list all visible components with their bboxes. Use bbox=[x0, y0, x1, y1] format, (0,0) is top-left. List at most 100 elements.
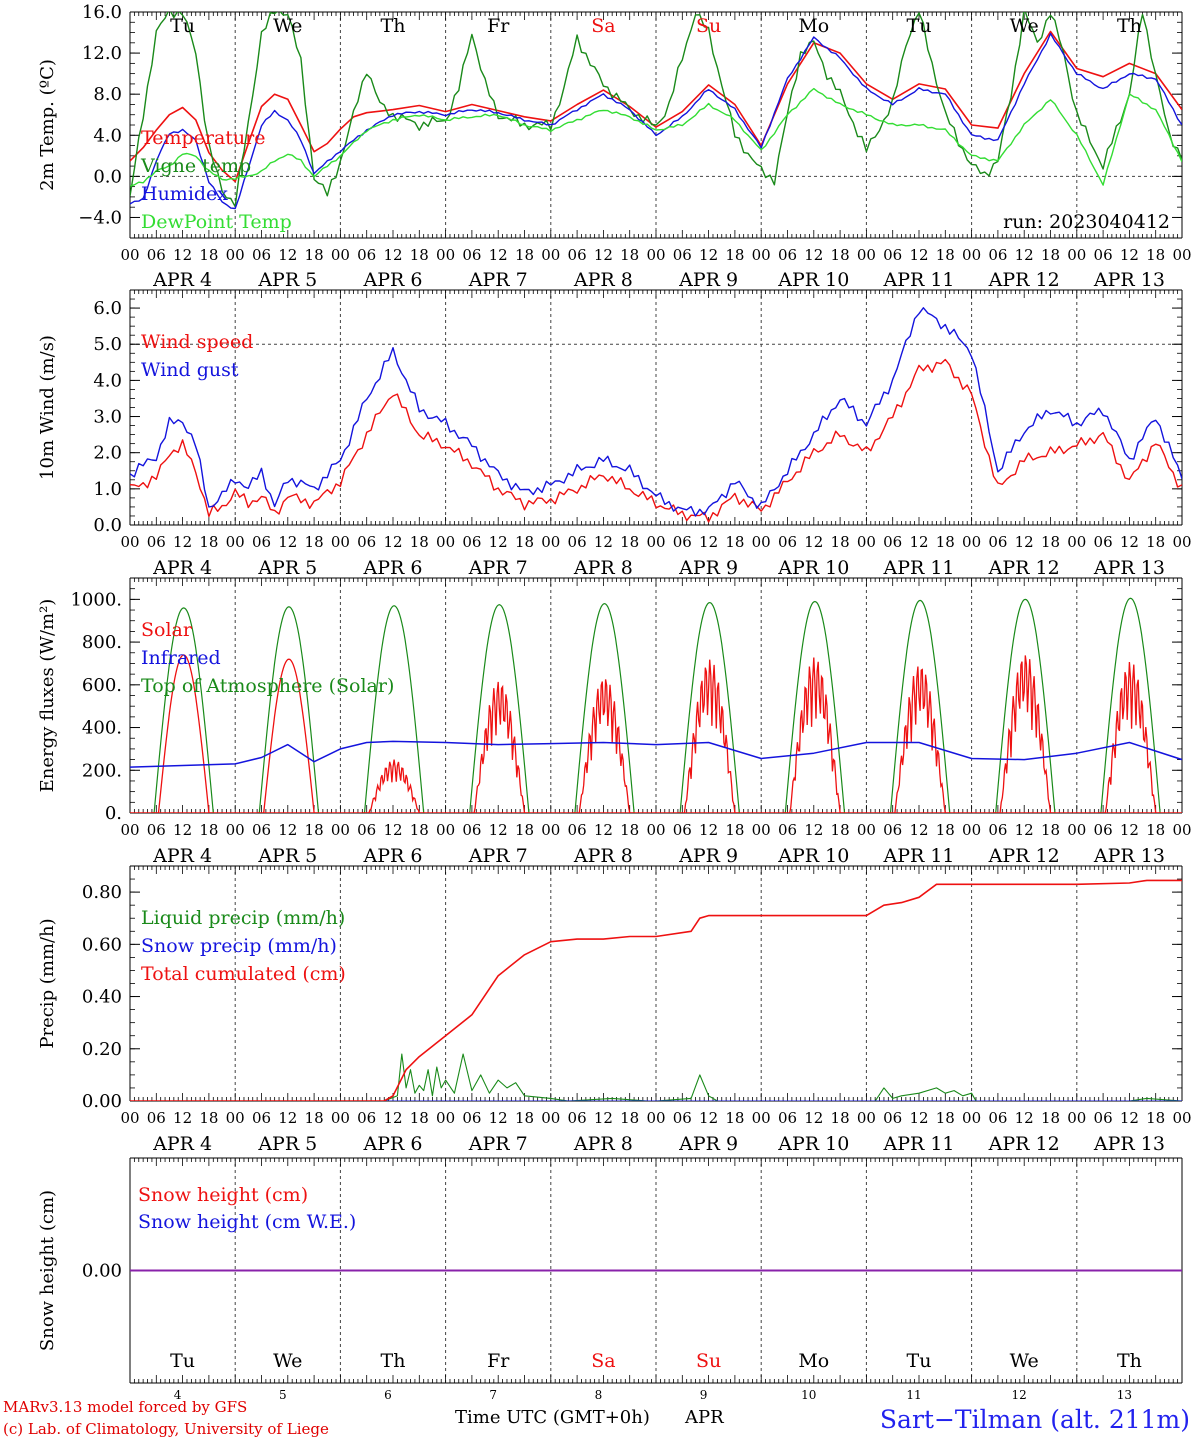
x-tick-label: 00 bbox=[1067, 821, 1086, 839]
x-tick-label: 06 bbox=[988, 533, 1007, 551]
x-tick-label: 00 bbox=[857, 1109, 876, 1127]
x-tick-label: 06 bbox=[568, 821, 587, 839]
x-tick-label: 18 bbox=[936, 1109, 955, 1127]
date-label: APR 11 bbox=[882, 557, 954, 579]
date-label: APR 12 bbox=[988, 269, 1060, 291]
x-tick-label: 18 bbox=[199, 1109, 218, 1127]
date-label: APR 8 bbox=[573, 845, 633, 867]
x-tick-label: 06 bbox=[778, 533, 797, 551]
day-name-top: Su bbox=[696, 15, 721, 37]
x-tick-label: 00 bbox=[226, 821, 245, 839]
date-label: APR 6 bbox=[363, 557, 423, 579]
credit-line-2: (c) Lab. of Climatology, University of L… bbox=[3, 1420, 329, 1438]
x-tick-label: 00 bbox=[541, 1109, 560, 1127]
x-tick-label: 12 bbox=[278, 821, 297, 839]
x-tick-label: 18 bbox=[305, 533, 324, 551]
x-tick-label: 12 bbox=[1120, 1109, 1139, 1127]
solar-day-curve bbox=[993, 655, 1055, 813]
date-label: APR 10 bbox=[777, 845, 849, 867]
toa-day-curve bbox=[677, 601, 740, 813]
x-tick-label: 00 bbox=[752, 821, 771, 839]
legend-entry: Snow height (cm W.E.) bbox=[138, 1211, 356, 1233]
x-axis-title: Time UTC (GMT+0h) bbox=[455, 1407, 650, 1428]
date-label: APR 13 bbox=[1093, 269, 1165, 291]
x-tick-label: 18 bbox=[831, 1109, 850, 1127]
x-tick-label: 06 bbox=[147, 246, 166, 264]
x-tick-label: 12 bbox=[489, 533, 508, 551]
y-tick-label: 400. bbox=[82, 718, 122, 739]
x-tick-label: 06 bbox=[462, 246, 481, 264]
date-label: APR 10 bbox=[777, 557, 849, 579]
x-tick-label: 06 bbox=[147, 1109, 166, 1127]
solar-day-curve bbox=[151, 654, 214, 813]
date-label: APR 9 bbox=[678, 269, 738, 291]
x-tick-label: 12 bbox=[804, 821, 823, 839]
x-tick-label: 00 bbox=[752, 246, 771, 264]
date-label: APR 9 bbox=[678, 1133, 738, 1155]
day-name-top: We bbox=[1010, 15, 1039, 37]
date-label: APR 4 bbox=[152, 1133, 212, 1155]
panel-precip: 0.00 0.20 0.40 0.60 0.80 Precip (mm/h) 00 06 12 1… bbox=[37, 865, 1192, 1155]
x-tick-label: 00 bbox=[1172, 821, 1191, 839]
x-tick-label: 00 bbox=[331, 246, 350, 264]
panel-snow: 0.00 Snow height (cm) Tu 4 We 5 Th 6 Fr 7 Sa 8 Su 9 Mo… bbox=[37, 1157, 1183, 1402]
date-label: APR 11 bbox=[882, 845, 954, 867]
legend-entry: Temperature bbox=[141, 127, 265, 149]
date-label: APR 10 bbox=[777, 269, 849, 291]
x-tick-label: 00 bbox=[331, 821, 350, 839]
day-number: 8 bbox=[595, 1388, 603, 1402]
x-tick-label: 00 bbox=[436, 533, 455, 551]
y-tick-label: 1.0 bbox=[93, 479, 122, 500]
y-axis-label: Snow height (cm) bbox=[37, 1190, 58, 1351]
x-tick-label: 18 bbox=[1146, 1109, 1165, 1127]
x-tick-label: 12 bbox=[173, 246, 192, 264]
x-tick-label: 00 bbox=[962, 821, 981, 839]
day-name-top: We bbox=[273, 15, 302, 37]
x-tick-label: 18 bbox=[305, 821, 324, 839]
x-tick-label: 12 bbox=[1120, 533, 1139, 551]
series-line-2 bbox=[130, 32, 1182, 210]
x-tick-label: 06 bbox=[252, 246, 271, 264]
x-tick-label: 18 bbox=[725, 821, 744, 839]
x-tick-label: 12 bbox=[1015, 1109, 1034, 1127]
date-label: APR 6 bbox=[363, 845, 423, 867]
x-tick-label: 12 bbox=[909, 533, 928, 551]
day-number: 7 bbox=[489, 1388, 497, 1402]
date-label: APR 5 bbox=[257, 557, 317, 579]
x-tick-label: 00 bbox=[1067, 246, 1086, 264]
x-tick-label: 00 bbox=[646, 246, 665, 264]
x-tick-label: 12 bbox=[1015, 533, 1034, 551]
x-tick-label: 06 bbox=[778, 821, 797, 839]
day-number: 12 bbox=[1012, 1388, 1027, 1402]
x-tick-label: 00 bbox=[646, 533, 665, 551]
x-tick-label: 12 bbox=[804, 246, 823, 264]
x-tick-label: 06 bbox=[462, 821, 481, 839]
credit-line-1: MARv3.13 model forced by GFS bbox=[3, 1398, 247, 1416]
series-line-0 bbox=[130, 1053, 1182, 1101]
date-label: APR 13 bbox=[1093, 1133, 1165, 1155]
x-tick-label: 00 bbox=[752, 1109, 771, 1127]
x-tick-label: 00 bbox=[436, 246, 455, 264]
legend-entry: Wind gust bbox=[141, 359, 239, 381]
x-tick-label: 00 bbox=[226, 246, 245, 264]
x-tick-label: 06 bbox=[357, 246, 376, 264]
day-name-top: Fr bbox=[487, 15, 510, 37]
x-tick-label: 12 bbox=[1120, 821, 1139, 839]
x-tick-label: 18 bbox=[936, 246, 955, 264]
x-tick-label: 18 bbox=[831, 533, 850, 551]
day-name-bottom: Tu bbox=[907, 1350, 932, 1372]
x-tick-label: 12 bbox=[699, 821, 718, 839]
x-tick-label: 18 bbox=[515, 533, 534, 551]
x-tick-label: 12 bbox=[699, 1109, 718, 1127]
x-tick-label: 18 bbox=[305, 246, 324, 264]
x-tick-label: 18 bbox=[1146, 246, 1165, 264]
x-tick-label: 18 bbox=[410, 821, 429, 839]
x-tick-label: 18 bbox=[725, 1109, 744, 1127]
x-tick-label: 18 bbox=[1146, 821, 1165, 839]
panel-energy: 0. 200. 400. 600. 800. 1000. Energy fluxes (W/… bbox=[37, 577, 1192, 867]
day-number: 5 bbox=[279, 1388, 287, 1402]
solar-day-curve bbox=[677, 659, 740, 813]
x-axis-month: APR bbox=[684, 1407, 724, 1428]
y-tick-label: 1000. bbox=[70, 589, 122, 610]
y-tick-label: 2.0 bbox=[93, 443, 122, 464]
